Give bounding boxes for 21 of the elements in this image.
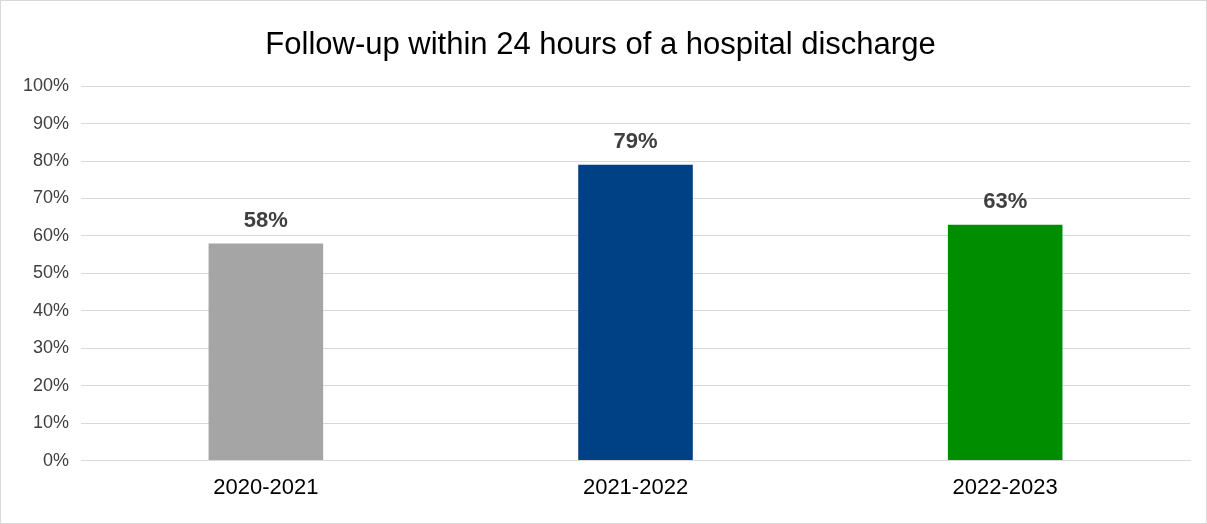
x-tick-label: 2020-2021	[213, 473, 319, 499]
y-tick-label: 90%	[33, 112, 70, 133]
chart-title: Follow-up within 24 hours of a hospital discharge	[265, 26, 936, 62]
y-tick-label: 20%	[33, 374, 70, 395]
bar	[947, 224, 1063, 461]
data-label: 58%	[243, 206, 288, 232]
bar	[578, 164, 693, 461]
x-tick-label: 2021-2022	[582, 473, 689, 499]
y-tick-label: 0%	[43, 449, 70, 470]
y-tick-label: 30%	[33, 337, 70, 358]
data-label: 63%	[983, 187, 1028, 213]
y-tick-label: 10%	[33, 412, 70, 433]
y-tick-label: 50%	[33, 262, 70, 283]
y-tick-label: 80%	[33, 150, 70, 171]
x-tick-label: 2022-2023	[952, 473, 1058, 499]
y-tick-label: 40%	[33, 299, 70, 320]
y-tick-label: 70%	[33, 187, 70, 208]
bar	[208, 243, 324, 461]
y-tick-label: 100%	[22, 75, 70, 96]
data-label: 79%	[613, 127, 658, 153]
y-tick-label: 60%	[33, 224, 70, 245]
